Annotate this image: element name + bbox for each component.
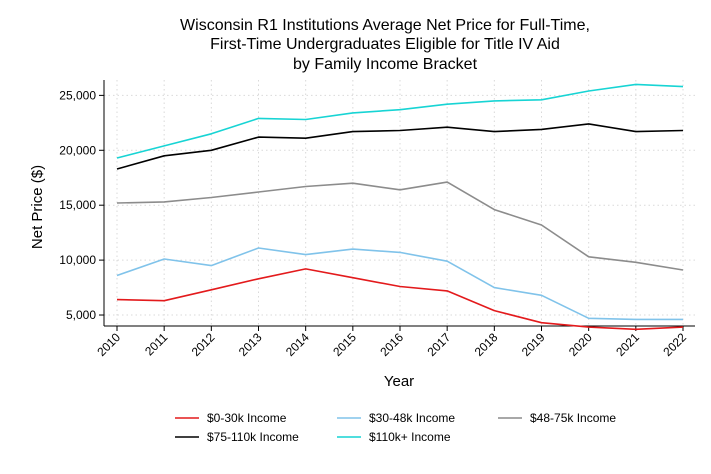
x-tick-labels: 2010 2011 2012 2013 2014 2015 2016 2017 2018 2019… — [94, 330, 689, 359]
chart-title-line-3: by Family Income Bracket — [293, 56, 478, 73]
legend-label: $30-48k Income — [369, 411, 455, 425]
series-line — [116, 247, 683, 321]
series-line — [116, 83, 684, 159]
legend-item: $30-48k Income — [337, 411, 455, 425]
legend-label: $110k+ Income — [369, 430, 451, 444]
x-axis-title: Year — [384, 373, 414, 390]
y-tick-label: 5,000 — [66, 308, 96, 322]
x-tick-label: 2016 — [377, 330, 406, 359]
y-tick-label: 25,000 — [59, 88, 96, 102]
x-tick-label: 2018 — [472, 330, 501, 359]
y-tick-labels: 5,000 10,000 15,000 20,000 25,000 — [59, 88, 96, 322]
x-tick-label: 2010 — [94, 330, 123, 359]
series-lines — [116, 83, 684, 331]
x-tick-label: 2020 — [566, 330, 595, 359]
legend-item: $0-30k Income — [175, 411, 287, 425]
series-line — [116, 123, 684, 170]
chart-title-line-2: First-Time Undergraduates Eligible for T… — [210, 36, 560, 53]
x-tick-label: 2012 — [189, 330, 218, 359]
legend-label: $0-30k Income — [207, 411, 287, 425]
legend-item: $75-110k Income — [175, 430, 299, 444]
x-tick-label: 2021 — [613, 330, 642, 359]
chart-title-line-1: Wisconsin R1 Institutions Average Net Pr… — [180, 17, 590, 34]
y-axis-title: Net Price ($) — [29, 165, 46, 249]
x-tick-label: 2017 — [425, 330, 454, 359]
legend-item: $110k+ Income — [337, 430, 451, 444]
y-tick-label: 15,000 — [59, 198, 96, 212]
legend-item: $48-75k Income — [498, 411, 616, 425]
y-tick-label: 10,000 — [59, 253, 96, 267]
chart-title: Wisconsin R1 Institutions Average Net Pr… — [180, 17, 590, 73]
series-line — [116, 268, 684, 331]
x-tick-label: 2015 — [330, 330, 359, 359]
x-tick-label: 2022 — [660, 330, 689, 359]
legend: $0-30k Income $30-48k Income $48-75k Incom… — [175, 411, 616, 444]
x-tick-label: 2011 — [142, 330, 170, 358]
axes — [99, 80, 695, 331]
x-tick-label: 2019 — [519, 330, 548, 359]
legend-label: $75-110k Income — [207, 430, 299, 444]
series-line — [116, 181, 684, 271]
y-tick-label: 20,000 — [59, 143, 96, 157]
x-tick-label: 2013 — [236, 330, 265, 359]
x-tick-label: 2014 — [283, 330, 312, 359]
gridlines — [104, 80, 695, 326]
legend-label: $48-75k Income — [530, 411, 616, 425]
